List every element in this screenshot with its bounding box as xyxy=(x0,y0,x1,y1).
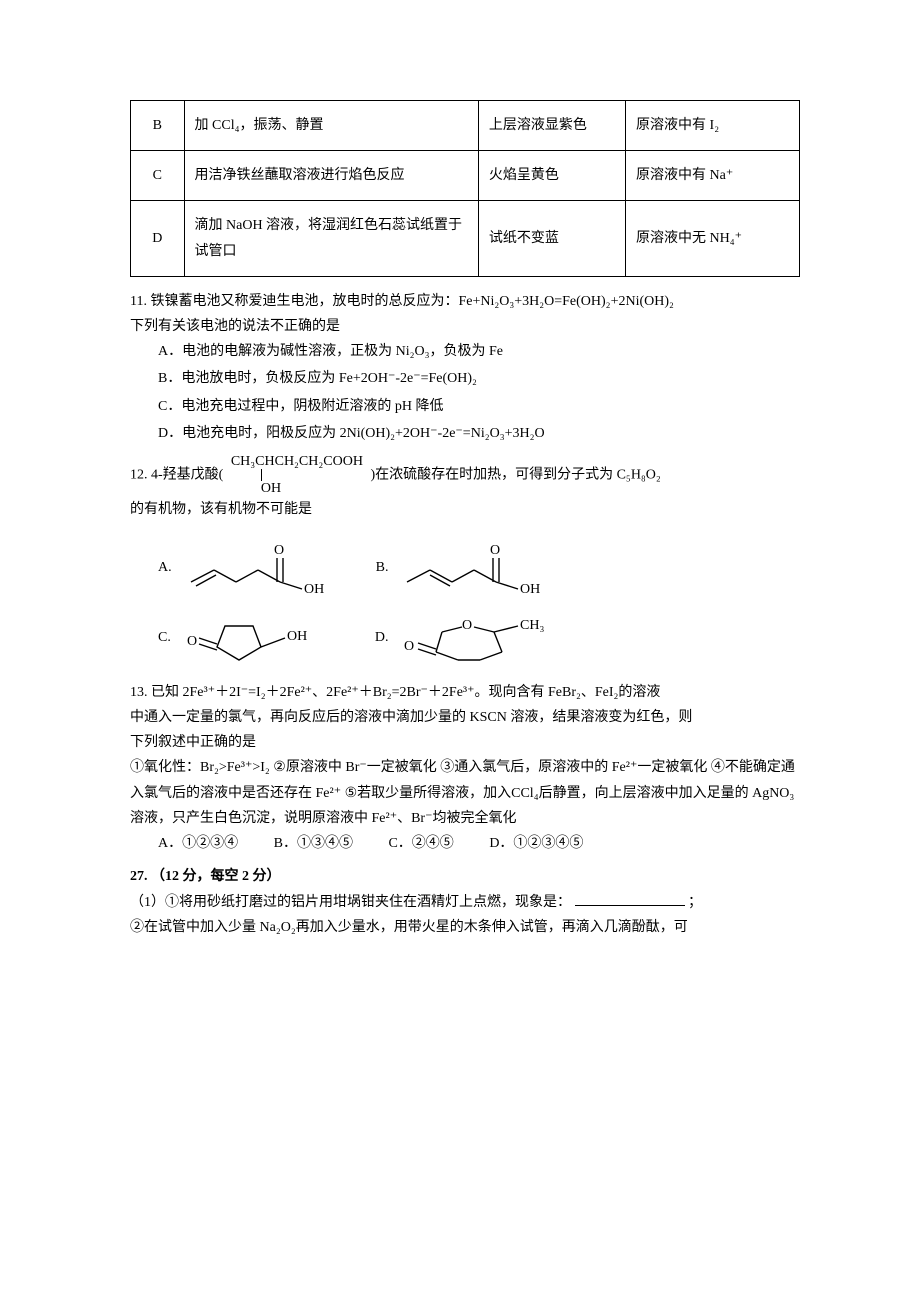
q13-stem3: 下列叙述中正确的是 xyxy=(130,730,800,755)
mol-d-o-left: O xyxy=(404,639,414,654)
q13-stem2: 中通入一定量的氯气，再向反应后的溶液中滴加少量的 KSCN 溶液，结果溶液变为红… xyxy=(130,705,800,730)
mol-c-oh: OH xyxy=(287,629,307,644)
mol-b-oh: OH xyxy=(520,582,540,596)
q13-options: A．①②③④ B．①③④⑤ C．②④⑤ D．①②③④⑤ xyxy=(130,831,800,856)
q13-option-d: D．①②③④⑤ xyxy=(489,836,583,851)
q12-stem-line1: 12. 4-羟基戊酸( CH₃CHCH₂CH₂COOH OH )在浓硫酸存在时加… xyxy=(130,454,800,497)
molecule-a: O OH xyxy=(186,540,336,596)
molecule-d: O O CH₃ xyxy=(402,614,572,662)
molecule-c: O OH xyxy=(185,614,335,662)
q11-option-c: C．电池充电过程中，阴极附近溶液的 pH 降低 xyxy=(130,394,800,419)
row-phenomenon: 火焰呈黄色 xyxy=(478,151,625,201)
mol-a-oh: OH xyxy=(304,582,324,596)
table-row: D 滴加 NaOH 溶液，将湿润红色石蕊试纸置于试管口 试纸不变蓝 原溶液中无 … xyxy=(131,201,800,276)
q11-option-d: D．电池充电时，阳极反应为 2Ni(OH)₂+2OH⁻-2e⁻=Ni₂O₃+3H… xyxy=(130,421,800,446)
row-operation: 加 CCl₄，振荡、静置 xyxy=(184,101,478,151)
q11-option-b: B．电池放电时，负极反应为 Fe+2OH⁻-2e⁻=Fe(OH)₂ xyxy=(130,366,800,391)
mol-c-o: O xyxy=(187,634,197,649)
q27-part1: （1）①将用砂纸打磨过的铝片用坩埚钳夹住在酒精灯上点燃，现象是： ； xyxy=(130,889,800,915)
row-label: B xyxy=(131,101,185,151)
blank-field xyxy=(575,889,685,906)
question-11: 11. 铁镍蓄电池又称爱迪生电池，放电时的总反应为：Fe+Ni₂O₃+3H₂O=… xyxy=(130,289,800,446)
row-operation: 滴加 NaOH 溶液，将湿润红色石蕊试纸置于试管口 xyxy=(184,201,478,276)
q12-prefix: 12. 4-羟基戊酸( xyxy=(130,467,223,482)
hydroxypentanoic-acid-structure: CH₃CHCH₂CH₂COOH OH xyxy=(231,454,363,497)
mol-d-o-ring: O xyxy=(462,618,472,633)
molecule-b: O OH xyxy=(402,540,562,596)
mol-a-o: O xyxy=(274,543,284,558)
row-conclusion: 原溶液中有 I₂ xyxy=(626,101,800,151)
q11-option-a: A．电池的电解液为碱性溶液，正极为 Ni₂O₃，负极为 Fe xyxy=(130,339,800,364)
row-phenomenon: 上层溶液显紫色 xyxy=(478,101,625,151)
q13-option-c: C．②④⑤ xyxy=(388,836,453,851)
q12-structures-row2: C. O OH D. xyxy=(130,614,800,662)
q11-stem: 11. 铁镍蓄电池又称爱迪生电池，放电时的总反应为：Fe+Ni₂O₃+3H₂O=… xyxy=(130,289,800,314)
formula-top: CH₃CHCH₂CH₂COOH xyxy=(231,454,363,469)
q11-stem2: 下列有关该电池的说法不正确的是 xyxy=(130,314,800,339)
option-label: B. xyxy=(376,555,389,580)
row-conclusion: 原溶液中有 Na⁺ xyxy=(626,151,800,201)
row-operation: 用洁净铁丝蘸取溶液进行焰色反应 xyxy=(184,151,478,201)
row-phenomenon: 试纸不变蓝 xyxy=(478,201,625,276)
row-label: D xyxy=(131,201,185,276)
q12-stem-line2: 的有机物，该有机物不可能是 xyxy=(130,497,800,522)
table-row: C 用洁净铁丝蘸取溶液进行焰色反应 火焰呈黄色 原溶液中有 Na⁺ xyxy=(131,151,800,201)
q12-structures-row1: A. O OH B. xyxy=(130,540,800,596)
question-27: 27. （12 分，每空 2 分） （1）①将用砂纸打磨过的铝片用坩埚钳夹住在酒… xyxy=(130,864,800,940)
q27-p1-suffix: ； xyxy=(688,895,702,910)
q13-option-b: B．①③④⑤ xyxy=(274,836,353,851)
formula-bond xyxy=(261,469,262,481)
mol-b-o: O xyxy=(490,543,500,558)
option-label: C. xyxy=(130,625,171,650)
q27-part2: ②在试管中加入少量 Na₂O₂再加入少量水，用带火星的木条伸入试管，再滴入几滴酚… xyxy=(130,915,800,940)
q12-option-d: D. O O CH₃ xyxy=(375,614,573,662)
experiment-table: B 加 CCl₄，振荡、静置 上层溶液显紫色 原溶液中有 I₂ C 用洁净铁丝蘸… xyxy=(130,100,800,277)
table-row: B 加 CCl₄，振荡、静置 上层溶液显紫色 原溶液中有 I₂ xyxy=(131,101,800,151)
mol-d-ch3: CH₃ xyxy=(520,618,544,633)
q12-option-b: B. O OH xyxy=(376,540,563,596)
option-label: A. xyxy=(130,555,172,580)
q12-suffix: )在浓硫酸存在时加热，可得到分子式为 C₅H₈O₂ xyxy=(370,467,660,482)
q12-option-a: A. O OH xyxy=(130,540,336,596)
q27-title: 27. （12 分，每空 2 分） xyxy=(130,864,800,889)
option-label: D. xyxy=(375,625,389,650)
q12-option-c: C. O OH xyxy=(130,614,335,662)
q13-option-a: A．①②③④ xyxy=(158,836,238,851)
formula-bottom: OH xyxy=(231,481,363,496)
question-12: 12. 4-羟基戊酸( CH₃CHCH₂CH₂COOH OH )在浓硫酸存在时加… xyxy=(130,454,800,662)
q27-p1-prefix: （1）①将用砂纸打磨过的铝片用坩埚钳夹住在酒精灯上点燃，现象是： xyxy=(130,895,571,910)
question-13: 13. 已知 2Fe³⁺＋2I⁻=I₂＋2Fe²⁺、2Fe²⁺＋Br₂=2Br⁻… xyxy=(130,680,800,856)
row-conclusion: 原溶液中无 NH₄⁺ xyxy=(626,201,800,276)
q13-items: ①氧化性：Br₂>Fe³⁺>I₂ ②原溶液中 Br⁻一定被氧化 ③通入氯气后，原… xyxy=(130,755,800,831)
q13-stem1: 13. 已知 2Fe³⁺＋2I⁻=I₂＋2Fe²⁺、2Fe²⁺＋Br₂=2Br⁻… xyxy=(130,680,800,705)
row-label: C xyxy=(131,151,185,201)
